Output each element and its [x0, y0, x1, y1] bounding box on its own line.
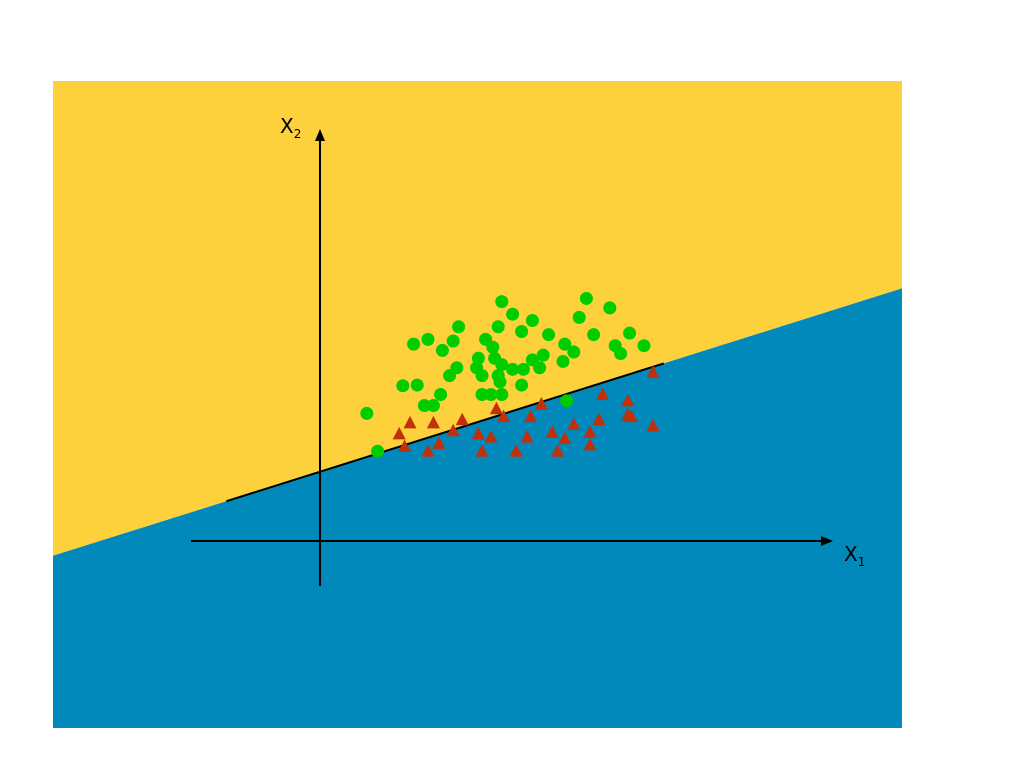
triangle-point [475, 444, 489, 457]
circle-point [515, 378, 529, 392]
circle-point [495, 295, 509, 309]
circle-point [360, 406, 374, 420]
circle-point [396, 379, 410, 393]
triangle-point [520, 430, 534, 443]
triangle-point [624, 409, 638, 423]
triangle-point [646, 365, 660, 378]
triangle-point [509, 444, 523, 457]
circle-point [410, 378, 424, 392]
circle-point [426, 399, 440, 413]
circle-point [446, 334, 460, 348]
triangle-point [497, 409, 511, 423]
triangle-point [471, 426, 485, 440]
circle-point [470, 361, 484, 375]
triangle-point [545, 425, 559, 438]
circle-point [495, 358, 509, 372]
circle-point [515, 325, 529, 339]
lower-class-region [53, 288, 902, 728]
circle-point [603, 301, 617, 315]
triangle-point [583, 425, 597, 438]
circle-point [491, 320, 505, 334]
circle-point [421, 332, 435, 346]
triangle-point [592, 412, 606, 426]
y-axis-label: X2 [280, 114, 301, 141]
triangle-point [646, 419, 660, 432]
x-axis-arrowhead [821, 536, 833, 546]
circle-point [452, 320, 466, 334]
circle-point [579, 291, 593, 305]
triangle-point [426, 415, 440, 429]
circle-point [506, 307, 520, 321]
y-axis-arrowhead [315, 129, 325, 141]
circle-point [434, 388, 448, 402]
circle-point [486, 340, 500, 354]
circle-point [536, 348, 550, 362]
triangle-point [621, 393, 635, 407]
triangle-point [551, 444, 565, 457]
circle-point [525, 314, 539, 327]
data-points [360, 291, 660, 458]
circle-point [623, 326, 637, 340]
circle-point [435, 343, 449, 357]
axes: X1 X2 [191, 114, 865, 586]
circle-point [475, 388, 489, 402]
triangle-point [455, 412, 469, 426]
decision-boundary-line [226, 362, 665, 503]
circle-point [443, 369, 457, 383]
triangle-point [392, 426, 406, 440]
circle-point [542, 328, 556, 342]
circle-point [407, 337, 421, 351]
circle-point [525, 353, 539, 367]
circle-point [567, 345, 581, 359]
triangle-point [484, 430, 498, 443]
triangle-point [567, 417, 581, 430]
triangle-point [534, 396, 548, 410]
triangle-point [421, 444, 435, 457]
circle-point [556, 354, 570, 368]
circle-point [560, 394, 574, 408]
triangle-point [596, 387, 610, 401]
upper-class-region [53, 81, 902, 556]
circle-point [506, 362, 520, 376]
circle-point [417, 399, 431, 413]
circle-point [516, 362, 530, 376]
circle-point [558, 337, 572, 351]
circle-point [637, 339, 651, 353]
circle-point [371, 444, 385, 458]
triangle-point [403, 415, 417, 429]
circle-point [614, 347, 628, 361]
triangle-point [558, 431, 572, 445]
triangle-point [524, 409, 538, 423]
circle-point [587, 328, 601, 342]
triangle-point [432, 436, 446, 449]
triangle-point [583, 437, 597, 451]
circle-point [495, 388, 509, 402]
triangle-point [398, 439, 412, 452]
triangle-point [489, 401, 503, 415]
circle-point [572, 310, 586, 324]
triangle-point [446, 423, 460, 437]
circle-point [484, 388, 498, 402]
x-axis-label: X1 [844, 542, 865, 569]
circle-point [493, 375, 507, 389]
